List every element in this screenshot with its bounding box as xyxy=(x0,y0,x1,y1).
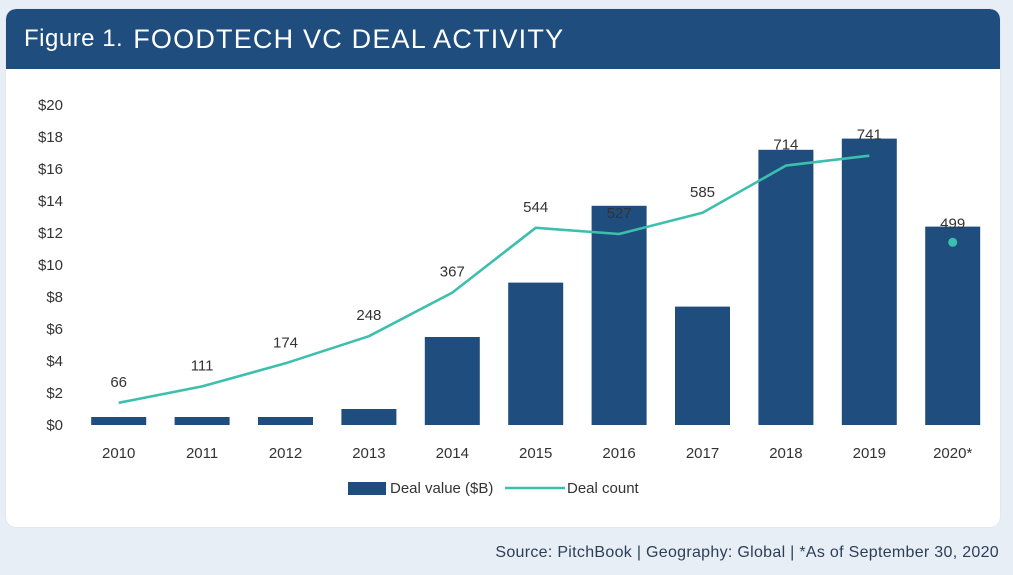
legend-label-deal-value: Deal value ($B) xyxy=(390,480,493,497)
x-tick-label: 2017 xyxy=(686,445,719,462)
x-tick-label: 2010 xyxy=(102,445,135,462)
bar xyxy=(591,205,647,425)
y-tick-label: $12 xyxy=(38,225,63,242)
y-tick-label: $6 xyxy=(46,321,63,338)
deal-count-label: 499 xyxy=(940,215,965,232)
bar xyxy=(675,306,730,425)
deal-count-point xyxy=(948,237,958,247)
deal-count-label: 248 xyxy=(356,307,381,324)
deal-count-line xyxy=(118,154,870,405)
y-tick-label: $18 xyxy=(38,129,63,146)
y-tick-label: $10 xyxy=(38,257,63,274)
bar xyxy=(508,282,564,425)
deal-count-label: 585 xyxy=(690,184,715,201)
y-tick-label: $4 xyxy=(46,353,63,370)
x-tick-label: 2019 xyxy=(853,445,886,462)
bar xyxy=(925,226,981,425)
bar xyxy=(174,417,230,425)
deal-count-label: 111 xyxy=(191,357,214,374)
bar xyxy=(424,337,480,425)
y-tick-label: $8 xyxy=(46,289,63,306)
figure-title: FOODTECH VC DEAL ACTIVITY xyxy=(133,23,565,54)
bar xyxy=(91,417,147,425)
figure-header: Figure 1. FOODTECH VC DEAL ACTIVITY xyxy=(6,9,1000,69)
deal-count-label: 66 xyxy=(110,374,127,391)
x-tick-label: 2018 xyxy=(769,445,802,462)
x-tick-label: 2020* xyxy=(933,445,972,462)
y-tick-label: $2 xyxy=(46,385,63,402)
legend-bar-swatch xyxy=(348,482,386,495)
bar xyxy=(841,138,897,425)
bar xyxy=(341,409,397,425)
y-tick-label: $14 xyxy=(38,193,63,210)
x-tick-label: 2014 xyxy=(436,445,469,462)
deal-count-label: 741 xyxy=(857,127,882,144)
deal-count-label: 714 xyxy=(773,137,798,154)
source-note: Source: PitchBook | Geography: Global | … xyxy=(495,544,999,561)
deal-count-label: 527 xyxy=(607,205,632,222)
x-tick-label: 2011 xyxy=(186,445,218,462)
figure-label: Figure 1. xyxy=(24,25,124,52)
bar xyxy=(258,417,313,425)
x-tick-label: 2015 xyxy=(519,445,552,462)
x-tick-label: 2013 xyxy=(352,445,385,462)
x-tick-label: 2016 xyxy=(602,445,635,462)
y-tick-label: $20 xyxy=(38,97,63,114)
y-tick-label: $16 xyxy=(38,161,63,178)
deal-count-label: 367 xyxy=(440,264,465,281)
chart-card: Figure 1. FOODTECH VC DEAL ACTIVITY xyxy=(6,9,1000,527)
y-tick-label: $0 xyxy=(46,417,63,434)
x-tick-label: 2012 xyxy=(269,445,302,462)
deal-count-label: 544 xyxy=(523,199,548,216)
bar xyxy=(758,149,814,426)
deal-count-label: 174 xyxy=(273,334,298,351)
legend-label-deal-count: Deal count xyxy=(567,480,640,497)
